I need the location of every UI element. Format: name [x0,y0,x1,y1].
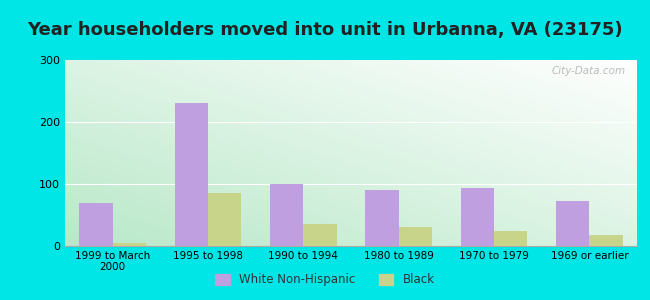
Bar [461,188,494,246]
Bar [175,103,208,246]
Bar [208,193,241,246]
Bar [556,201,590,246]
Bar [270,184,304,246]
Text: City-Data.com: City-Data.com [551,66,625,76]
Legend: White Non-Hispanic, Black: White Non-Hispanic, Black [211,269,439,291]
Text: Year householders moved into unit in Urbanna, VA (23175): Year householders moved into unit in Urb… [27,21,623,39]
Bar [112,243,146,246]
Bar [398,227,432,246]
Bar [365,190,398,246]
Bar [304,224,337,246]
Bar [494,230,527,246]
Bar [590,235,623,246]
Bar [79,202,112,246]
